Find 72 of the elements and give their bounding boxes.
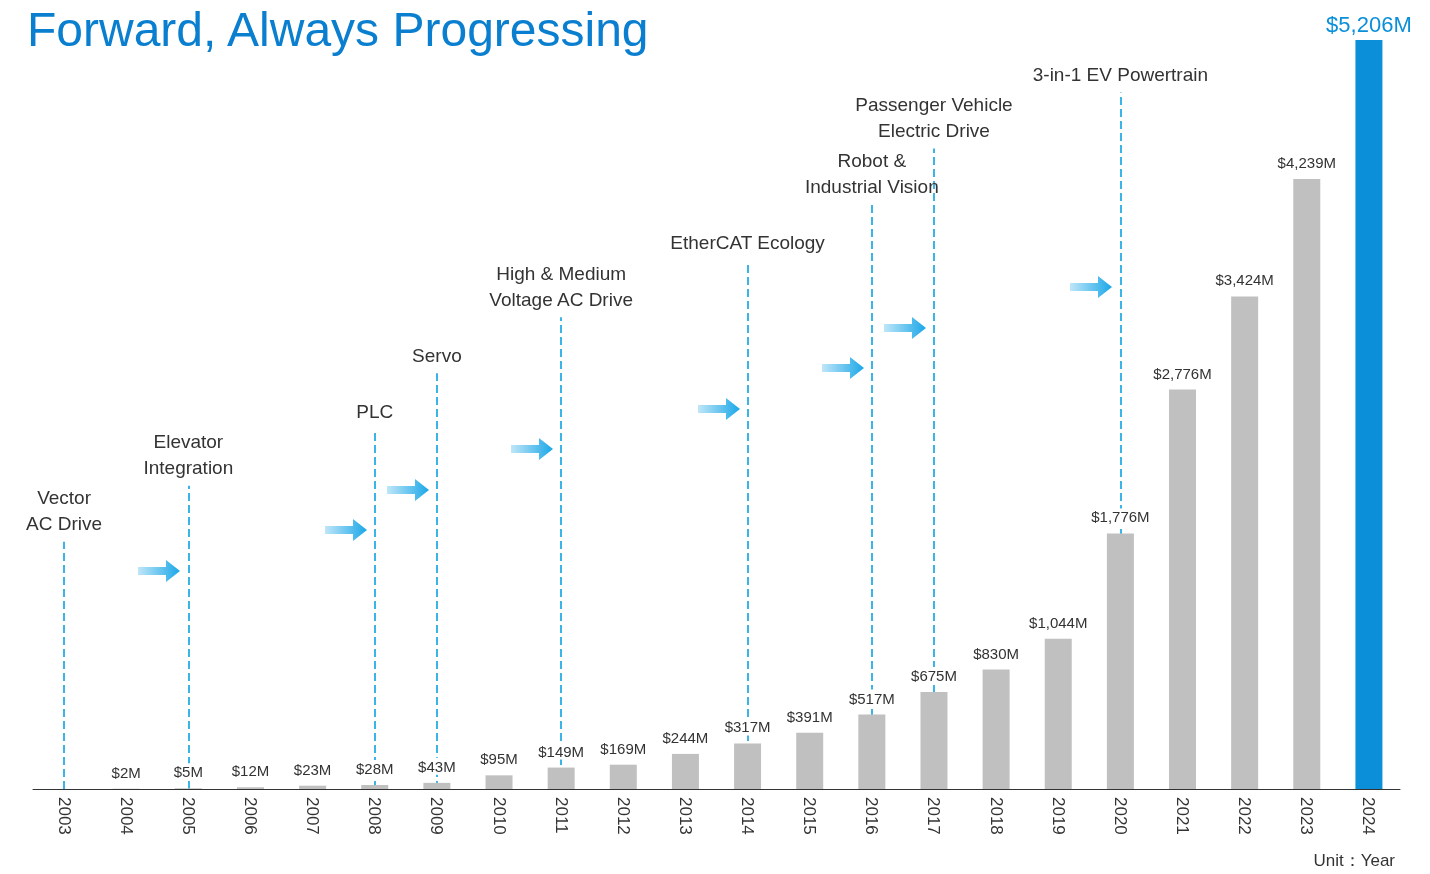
data-label: $2M <box>111 763 141 781</box>
data-label: $1,776M <box>1091 508 1150 526</box>
data-label: $317M <box>724 718 771 736</box>
data-label: $3,424M <box>1215 271 1274 289</box>
x-tick-label: 2015 <box>800 797 820 835</box>
bar <box>485 775 513 789</box>
bar <box>734 743 762 789</box>
bar <box>1169 389 1197 789</box>
data-label: $169M <box>600 739 647 757</box>
x-tick-label: 2008 <box>365 797 385 835</box>
bar <box>1044 638 1072 789</box>
data-label: $244M <box>662 728 709 746</box>
data-label: $675M <box>911 666 957 684</box>
x-tick-label: 2006 <box>240 797 260 835</box>
bar <box>858 714 886 789</box>
ref-line-label: EtherCAT Ecology <box>670 232 826 254</box>
text: Unit：Year <box>1313 851 1396 870</box>
data-label: $830M <box>973 644 1020 662</box>
x-tick-label: 2017 <box>924 797 944 835</box>
data-label: $5M <box>173 763 203 781</box>
ref-line-label: Elevator Integration <box>143 431 234 479</box>
bar <box>671 753 699 789</box>
ref-line-label: Passenger Vehicle Electric Drive <box>855 94 1013 142</box>
x-tick-label: 2016 <box>862 797 882 835</box>
ref-line-label: High & Medium Voltage AC Drive <box>489 262 633 310</box>
x-tick-label: 2019 <box>1048 797 1068 835</box>
data-label: $5,206M <box>1326 11 1412 37</box>
x-tick-label: 2007 <box>303 797 323 835</box>
data-label: $43M <box>418 757 456 775</box>
x-tick-label: 2021 <box>1173 797 1193 835</box>
data-label: $517M <box>848 689 895 707</box>
x-tick-label: 2014 <box>738 797 758 835</box>
bar <box>423 782 451 789</box>
bar <box>1106 533 1134 789</box>
data-label: $12M <box>231 762 270 780</box>
bar <box>796 732 824 789</box>
bar <box>1355 40 1383 789</box>
bar <box>361 784 389 789</box>
x-tick-label: 2022 <box>1235 797 1255 835</box>
ref-line-label: PLC <box>356 400 394 422</box>
bar <box>920 691 948 789</box>
x-tick-label: 2018 <box>986 797 1006 835</box>
bar <box>1293 179 1321 789</box>
bar <box>547 767 575 789</box>
x-tick-label: 2023 <box>1297 797 1317 835</box>
x-tick-label: 2024 <box>1359 797 1379 835</box>
x-tick-label: 2009 <box>427 797 447 835</box>
x-tick-label: 2003 <box>54 797 74 835</box>
x-tick-label: 2011 <box>551 797 571 834</box>
bar <box>299 785 327 789</box>
data-label: $4,239M <box>1277 154 1336 172</box>
x-tick-label: 2004 <box>116 797 136 835</box>
data-label: $2,776M <box>1153 364 1212 382</box>
data-label: $95M <box>480 750 518 768</box>
ref-line-label: 3-in-1 EV Powertrain <box>1032 63 1209 85</box>
data-label: $391M <box>786 707 833 725</box>
x-tick-label: 2010 <box>489 797 509 835</box>
x-tick-label: 2005 <box>178 797 198 835</box>
x-tick-label: 2012 <box>613 797 633 835</box>
x-tick-label: 2013 <box>675 797 695 835</box>
data-label: $149M <box>538 742 585 760</box>
data-label: $28M <box>355 759 394 777</box>
x-tick-label: 2020 <box>1110 797 1130 835</box>
ref-line-label: Servo <box>412 344 462 366</box>
bar <box>1231 296 1259 789</box>
chart-title: Forward, Always Progressing <box>27 2 649 56</box>
data-label: $1,044M <box>1029 613 1088 631</box>
ref-line-label: Vector AC Drive <box>26 487 103 535</box>
ref-line-label: Robot & Industrial Vision <box>804 150 939 198</box>
data-label: $23M <box>293 760 332 778</box>
bar <box>982 669 1010 789</box>
bar <box>609 764 637 789</box>
